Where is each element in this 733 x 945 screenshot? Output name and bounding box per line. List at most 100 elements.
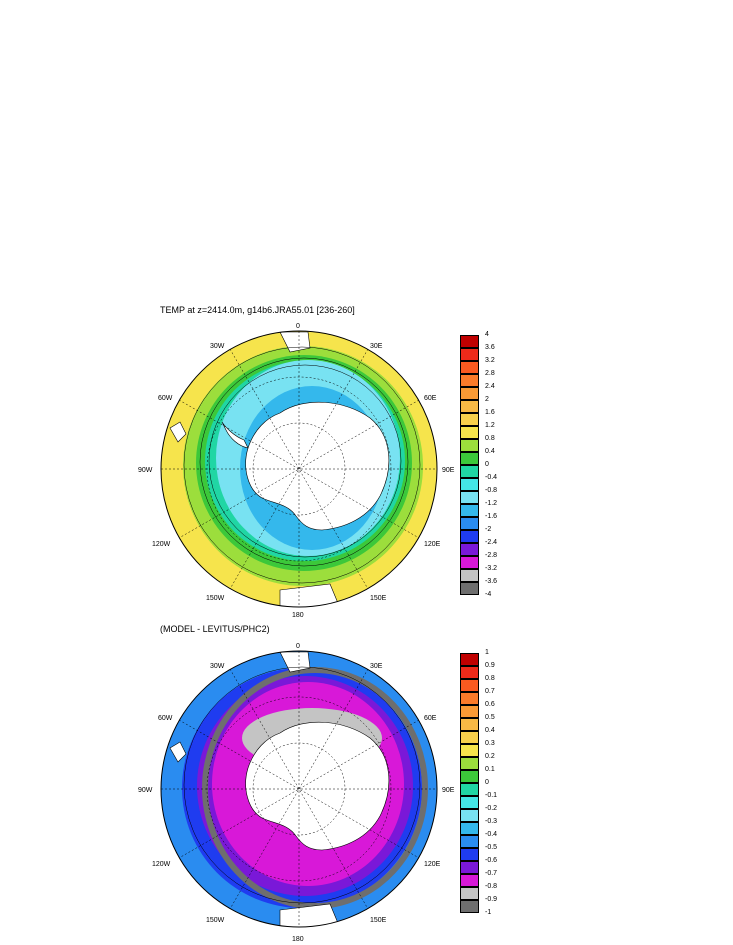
colorbar-swatch <box>460 835 479 848</box>
colorbar-label: 0.4 <box>485 727 495 734</box>
colorbar-swatch <box>460 530 479 543</box>
colorbar-swatch <box>460 796 479 809</box>
svg-text:0: 0 <box>296 323 300 330</box>
map1-fill <box>161 331 437 607</box>
svg-text:150W: 150W <box>206 595 225 602</box>
colorbar-label: 0.7 <box>485 688 495 695</box>
colorbar-label: -2.8 <box>485 552 498 559</box>
colorbar-swatch <box>460 744 479 757</box>
colorbar-label: 0 <box>485 779 489 786</box>
colorbar-swatch <box>460 692 479 705</box>
svg-text:120E: 120E <box>424 541 441 548</box>
map2-graticule <box>161 651 437 927</box>
colorbar-label: -4 <box>485 591 492 598</box>
colorbar-swatch <box>460 900 479 913</box>
colorbar-label: 0.9 <box>485 662 495 669</box>
svg-text:180: 180 <box>292 936 304 943</box>
colorbar-label: -0.1 <box>485 792 498 799</box>
colorbar-label: 0.6 <box>485 701 495 708</box>
colorbar-swatch <box>460 822 479 835</box>
colorbar-swatch <box>460 517 479 530</box>
colorbar-label: -3.6 <box>485 578 498 585</box>
colorbar-swatch <box>460 504 479 517</box>
svg-text:120W: 120W <box>152 541 171 548</box>
colorbar-label: 0.4 <box>485 448 495 455</box>
svg-text:120W: 120W <box>152 861 171 868</box>
svg-text:60E: 60E <box>424 395 437 402</box>
panel2-title: (MODEL - LEVITUS/PHC2) <box>160 624 270 634</box>
colorbar-swatch <box>460 543 479 556</box>
colorbar-swatch <box>460 679 479 692</box>
colorbar-label: 2.4 <box>485 383 495 390</box>
colorbar-swatch <box>460 809 479 822</box>
colorbar-swatch <box>460 848 479 861</box>
svg-text:30E: 30E <box>370 343 383 350</box>
colorbar-swatch <box>460 731 479 744</box>
svg-text:150W: 150W <box>206 917 225 924</box>
colorbar-label: 0 <box>485 461 489 468</box>
colorbar-swatch <box>460 770 479 783</box>
colorbar-swatch <box>460 491 479 504</box>
map1-lon-labels: 0 180 90W 90E 30W 30E 60W 60E 120W 120E … <box>138 323 455 618</box>
map2-fill <box>161 651 437 927</box>
colorbar-label: 0.5 <box>485 714 495 721</box>
colorbar-swatch <box>460 413 479 426</box>
colorbar-swatch <box>460 452 479 465</box>
colorbar-label: -0.2 <box>485 805 498 812</box>
colorbar-label: -0.4 <box>485 474 498 481</box>
colorbar-label: -0.5 <box>485 844 498 851</box>
colorbar-swatch <box>460 387 479 400</box>
colorbar-label: 0.1 <box>485 766 495 773</box>
svg-text:60W: 60W <box>158 395 173 402</box>
colorbar-label: 0.8 <box>485 675 495 682</box>
svg-text:60E: 60E <box>424 715 437 722</box>
colorbar-label: -0.8 <box>485 487 498 494</box>
svg-text:90E: 90E <box>442 787 455 794</box>
colorbar-label: -2 <box>485 526 492 533</box>
colorbar-swatch <box>460 335 479 348</box>
svg-text:150E: 150E <box>370 595 387 602</box>
colorbar-swatch <box>460 348 479 361</box>
colorbar-swatch <box>460 465 479 478</box>
colorbar-swatch <box>460 874 479 887</box>
colorbar-swatch <box>460 426 479 439</box>
svg-text:180: 180 <box>292 612 304 618</box>
colorbar-label: -1.6 <box>485 513 498 520</box>
colorbar-label: 2.8 <box>485 370 495 377</box>
colorbar-swatch <box>460 556 479 569</box>
colorbar-swatch <box>460 705 479 718</box>
colorbar-swatch <box>460 887 479 900</box>
colorbar-swatch <box>460 861 479 874</box>
colorbar-label: 1.2 <box>485 422 495 429</box>
colorbar-label: -1.2 <box>485 500 498 507</box>
svg-text:90E: 90E <box>442 467 455 474</box>
panel1-title: TEMP at z=2414.0m, g14b6.JRA55.01 [236-2… <box>160 305 355 315</box>
svg-text:60W: 60W <box>158 715 173 722</box>
difference-polar-map: 0 180 90W 90E 30W 30E 60W 60E 120W 120E … <box>138 643 455 943</box>
svg-text:0: 0 <box>296 643 300 650</box>
colorbar-label: 0.2 <box>485 753 495 760</box>
svg-text:150E: 150E <box>370 917 387 924</box>
colorbar-swatch <box>460 582 479 595</box>
colorbar-swatch <box>460 718 479 731</box>
svg-text:30W: 30W <box>210 663 225 670</box>
colorbar-swatch <box>460 400 479 413</box>
colorbar-swatch <box>460 361 479 374</box>
colorbar-swatch <box>460 783 479 796</box>
colorbar-label: 4 <box>485 331 489 338</box>
colorbar-swatch <box>460 374 479 387</box>
svg-text:30E: 30E <box>370 663 383 670</box>
colorbar-label: -1 <box>485 909 492 916</box>
colorbar-label: -0.8 <box>485 883 498 890</box>
colorbar-swatch <box>460 439 479 452</box>
colorbar-label: -0.9 <box>485 896 498 903</box>
colorbar-label: 0.8 <box>485 435 495 442</box>
colorbar-label: -0.4 <box>485 831 498 838</box>
svg-text:120E: 120E <box>424 861 441 868</box>
colorbar-label: 0.3 <box>485 740 495 747</box>
colorbar-label: -0.3 <box>485 818 498 825</box>
colorbar-label: 3.6 <box>485 344 495 351</box>
colorbar-label: -0.7 <box>485 870 498 877</box>
colorbar-swatch <box>460 757 479 770</box>
map1-graticule <box>161 331 437 607</box>
